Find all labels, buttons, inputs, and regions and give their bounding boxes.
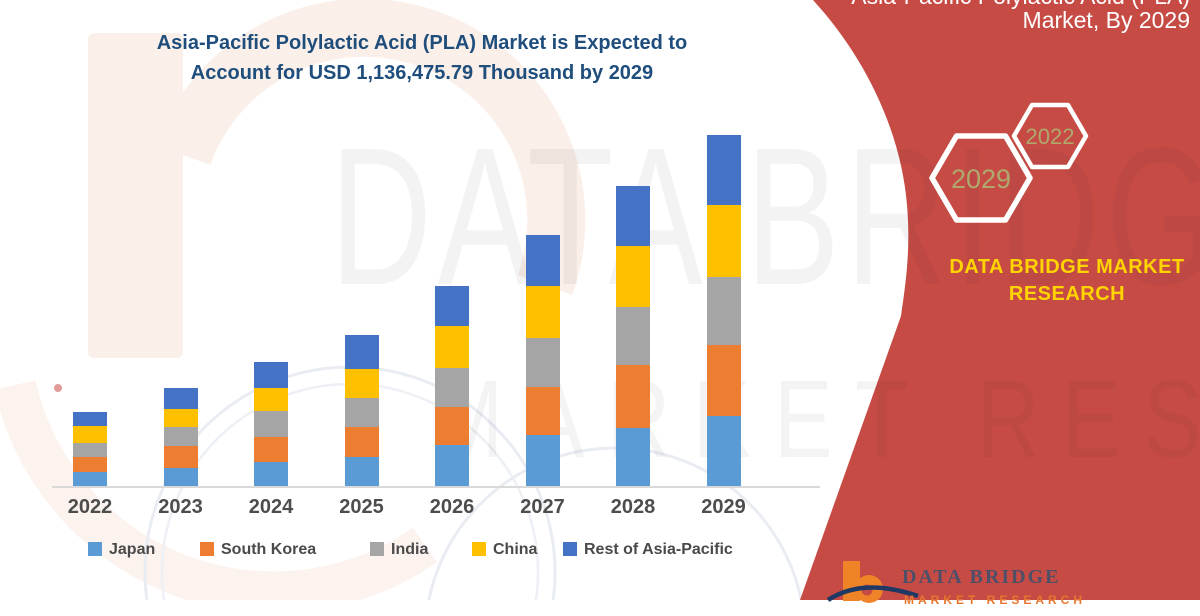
panel-caption-partial: Asia-Pacific Polylactic Acid (PLA) bbox=[851, 0, 1190, 10]
data-bridge-logo: DATA BRIDGE MARKET RESEARCH bbox=[826, 556, 1082, 616]
background-logo-watermark bbox=[0, 0, 803, 600]
bar-segment-2023-south-korea bbox=[163, 446, 198, 468]
bar-segment-2026-rest-of-asia-pacific bbox=[435, 286, 469, 326]
watermark-b-bowl bbox=[155, 0, 586, 295]
bar-segment-2025-japan bbox=[344, 457, 379, 487]
x-axis-label-2024: 2024 bbox=[248, 496, 294, 518]
bar-segment-2023-japan bbox=[163, 468, 198, 487]
bar-segment-2028-japan bbox=[616, 428, 650, 487]
bar-segment-2027-india bbox=[525, 338, 560, 387]
bar-segment-2029-rest-of-asia-pacific bbox=[706, 135, 741, 205]
bar-segment-2029-south-korea bbox=[706, 345, 741, 416]
legend-swatch bbox=[200, 542, 214, 556]
bar-segment-2025-south-korea bbox=[344, 427, 379, 457]
logo-tagline: MARKET RESEARCH bbox=[904, 593, 1087, 607]
brand-caption: DATA BRIDGE MARKET RESEARCH bbox=[942, 254, 1192, 308]
bar-segment-2022-india bbox=[73, 443, 107, 457]
bar-segment-2028-china bbox=[616, 246, 650, 307]
bar-segment-2028-rest-of-asia-pacific bbox=[616, 186, 650, 246]
bar-segment-2024-rest-of-asia-pacific bbox=[254, 362, 288, 388]
bar-segment-2029-japan bbox=[706, 416, 741, 487]
chart-title-line2: Account for USD 1,136,475.79 Thousand by… bbox=[190, 62, 654, 84]
watermark-swoosh bbox=[0, 380, 437, 600]
red-side-panel bbox=[800, 0, 1200, 600]
bar-segment-2024-japan bbox=[254, 462, 288, 487]
legend-label: Rest of Asia-Pacific bbox=[584, 541, 733, 558]
x-axis-label-2028: 2028 bbox=[610, 496, 656, 518]
watermark-red-dot bbox=[54, 384, 62, 392]
logo-swoosh bbox=[826, 585, 919, 602]
brand-caption-line1: DATA BRIDGE MARKET bbox=[949, 256, 1185, 278]
bar-segment-2022-japan bbox=[73, 472, 107, 487]
bar-segment-2028-india bbox=[616, 307, 650, 365]
x-axis-label-2029: 2029 bbox=[701, 496, 746, 518]
legend-item-rest-of-asia-pacific: Rest of Asia-Pacific bbox=[563, 541, 733, 559]
x-axis-label-2025: 2025 bbox=[339, 496, 384, 518]
bar-segment-2028-south-korea bbox=[616, 365, 650, 428]
bar-segment-2025-rest-of-asia-pacific bbox=[344, 335, 379, 369]
bar-segment-2024-south-korea bbox=[254, 437, 288, 462]
bar-segment-2026-south-korea bbox=[435, 407, 469, 445]
bar-segment-2029-india bbox=[706, 277, 741, 345]
bar-segment-2025-india bbox=[344, 398, 379, 427]
watermark-b-stem bbox=[88, 33, 183, 358]
bar-segment-2022-rest-of-asia-pacific bbox=[73, 412, 107, 426]
bar-segment-2026-india bbox=[435, 368, 469, 407]
legend-label: South Korea bbox=[221, 541, 317, 558]
bar-segment-2023-rest-of-asia-pacific bbox=[163, 388, 198, 409]
chart-layer: 2022 2023 2024 2025 2026 2027 2028 2029 Japan Sou… bbox=[67, 135, 746, 559]
legend-item-china: China bbox=[472, 541, 537, 559]
bar-segment-2023-india bbox=[163, 427, 198, 446]
x-axis-line bbox=[52, 486, 820, 488]
brand-caption-line2: RESEARCH bbox=[1008, 283, 1126, 305]
legend-label: China bbox=[493, 541, 538, 558]
x-axis-label-2022: 2022 bbox=[67, 496, 113, 518]
legend-swatch bbox=[472, 542, 486, 556]
chart-title-line1: Asia-Pacific Polylactic Acid (PLA) Marke… bbox=[156, 32, 688, 54]
bar-segment-2022-china bbox=[73, 426, 107, 443]
bar-segment-2026-china bbox=[435, 326, 469, 368]
bar-segment-2023-china bbox=[163, 409, 198, 427]
logo-wordmark: DATA BRIDGE bbox=[902, 566, 1061, 588]
bar-segment-2024-india bbox=[254, 411, 288, 437]
legend-label: India bbox=[391, 541, 429, 558]
legend-label: Japan bbox=[109, 541, 156, 558]
bar-segment-2024-china bbox=[254, 388, 288, 411]
bar-segment-2029-china bbox=[706, 205, 741, 277]
bar-segment-2025-china bbox=[344, 369, 379, 398]
bar-segment-2022-south-korea bbox=[73, 457, 107, 472]
bar-segment-2027-china bbox=[525, 286, 560, 338]
watermark-ring-right bbox=[427, 446, 803, 600]
bar-segment-2027-japan bbox=[525, 435, 560, 487]
x-axis-label-2023: 2023 bbox=[158, 496, 203, 518]
logo-b-mark bbox=[826, 561, 919, 603]
legend-item-japan: Japan bbox=[88, 541, 155, 559]
bar-segment-2027-rest-of-asia-pacific bbox=[525, 235, 560, 286]
legend-swatch bbox=[563, 542, 577, 556]
bar-segment-2026-japan bbox=[435, 445, 469, 487]
legend-item-india: India bbox=[370, 541, 428, 559]
legend-swatch bbox=[88, 542, 102, 556]
x-axis-label-2026: 2026 bbox=[429, 496, 475, 518]
red-panel-shape bbox=[800, 0, 1200, 600]
legend-item-south-korea: South Korea bbox=[200, 541, 316, 559]
x-axis-label-2027: 2027 bbox=[520, 496, 565, 518]
chart-title: Asia-Pacific Polylactic Acid (PLA) Marke… bbox=[62, 28, 782, 88]
legend-swatch bbox=[370, 542, 384, 556]
panel-caption: Market, By 2029 bbox=[1022, 7, 1190, 33]
bar-segment-2027-south-korea bbox=[525, 387, 560, 435]
